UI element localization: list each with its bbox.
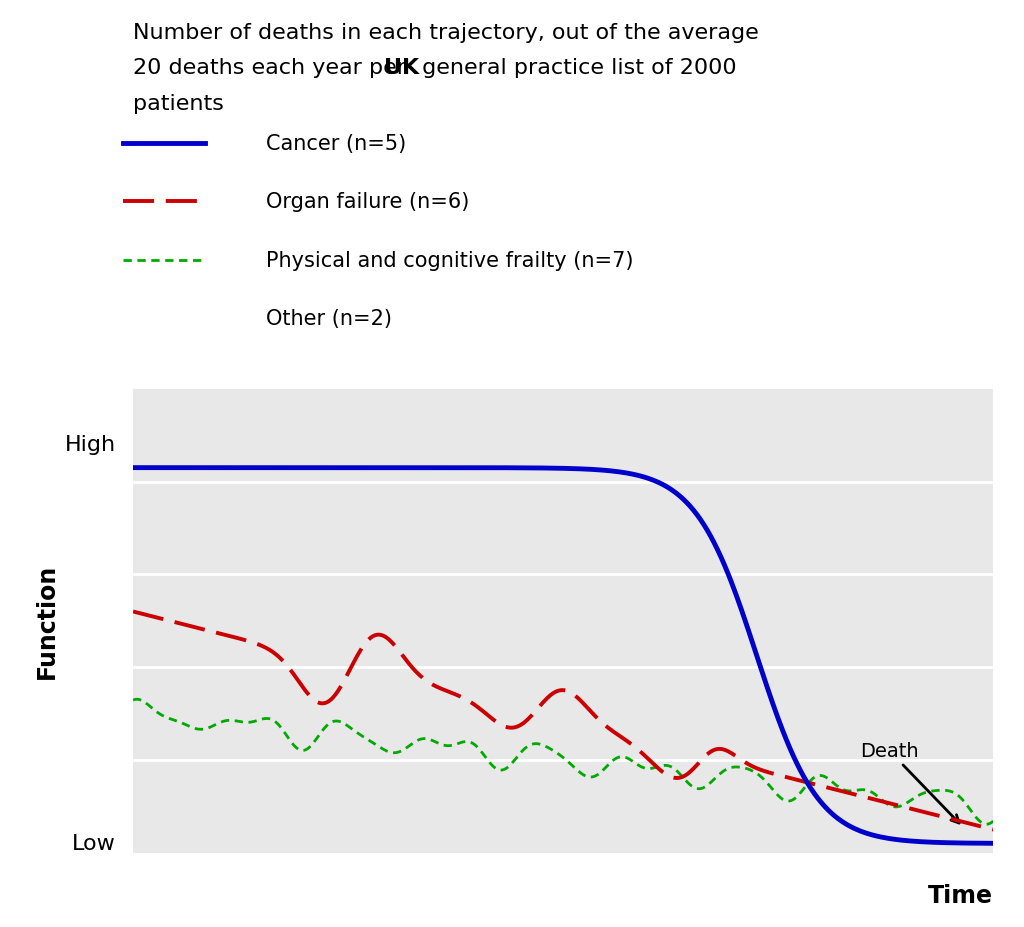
Line: Physical and cognitive frailty (n=7): Physical and cognitive frailty (n=7) [133,700,993,824]
Physical and cognitive frailty (n=7) [543,743,555,754]
Organ failure (n=6) [127,606,139,617]
Cancer (n=5) [127,463,139,474]
Text: Low: Low [72,833,116,854]
Text: Physical and cognitive frailty (n=7): Physical and cognitive frailty (n=7) [266,250,634,271]
Organ failure (n=6) [831,785,844,796]
Organ failure (n=6) [987,824,999,835]
Cancer (n=5) [831,813,844,824]
Physical and cognitive frailty (n=7) [987,816,999,827]
Text: 20 deaths each year per: 20 deaths each year per [133,58,414,79]
Text: Function: Function [35,564,59,679]
Physical and cognitive frailty (n=7) [834,782,846,794]
Text: UK: UK [384,58,419,79]
Physical and cognitive frailty (n=7) [130,694,142,705]
Text: Other (n=2): Other (n=2) [266,309,392,329]
Organ failure (n=6) [541,693,553,705]
Physical and cognitive frailty (n=7) [641,763,653,774]
Organ failure (n=6) [536,699,548,710]
Text: Death: Death [860,742,959,823]
Line: Organ failure (n=6): Organ failure (n=6) [133,612,993,830]
Organ failure (n=6) [639,751,651,762]
Cancer (n=5) [639,472,651,483]
Physical and cognitive frailty (n=7) [538,740,550,751]
Physical and cognitive frailty (n=7) [127,694,139,705]
Text: Organ failure (n=6): Organ failure (n=6) [266,192,470,212]
Cancer (n=5) [593,464,605,476]
Text: High: High [65,435,116,455]
Text: general practice list of 2000: general practice list of 2000 [415,58,736,79]
Cancer (n=5) [967,838,979,849]
Physical and cognitive frailty (n=7) [980,819,992,830]
Organ failure (n=6) [593,714,605,725]
Line: Cancer (n=5): Cancer (n=5) [133,468,993,844]
Physical and cognitive frailty (n=7) [594,768,606,779]
Text: Cancer (n=5): Cancer (n=5) [266,133,407,154]
Cancer (n=5) [987,838,999,849]
Physical and cognitive frailty (n=7) [968,809,980,820]
Cancer (n=5) [541,463,553,474]
Text: Number of deaths in each trajectory, out of the average: Number of deaths in each trajectory, out… [133,23,759,44]
Text: Time: Time [929,883,993,907]
Organ failure (n=6) [967,819,979,830]
Cancer (n=5) [536,463,548,474]
Text: patients: patients [133,94,224,114]
